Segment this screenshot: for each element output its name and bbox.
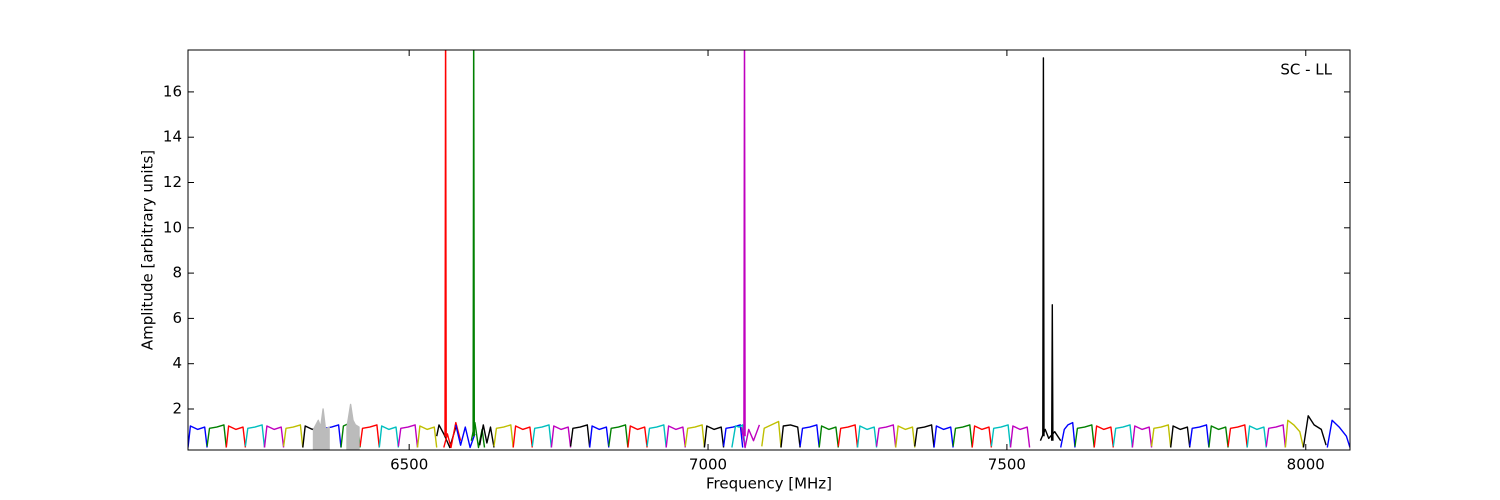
y-tick-label: 14 — [163, 128, 182, 146]
line — [550, 425, 572, 448]
line — [1060, 421, 1076, 448]
line — [263, 425, 285, 448]
line — [206, 424, 227, 448]
line — [397, 424, 419, 448]
line — [761, 420, 782, 448]
area — [312, 408, 330, 450]
line — [1112, 424, 1134, 448]
line — [1189, 424, 1210, 448]
line — [1302, 415, 1327, 448]
x-tick-label: 6500 — [390, 456, 428, 474]
line — [359, 424, 380, 448]
line — [1009, 425, 1031, 448]
line — [479, 424, 495, 448]
line — [493, 424, 514, 448]
line — [444, 50, 447, 437]
line — [1051, 304, 1054, 441]
line — [1093, 425, 1114, 448]
y-tick-label: 4 — [172, 354, 182, 372]
y-tick-label: 16 — [163, 82, 182, 100]
line — [1131, 425, 1153, 448]
line — [703, 425, 725, 448]
x-tick-label: 7000 — [689, 456, 727, 474]
frame — [187, 49, 1351, 451]
x-tick-label: 8000 — [1287, 456, 1325, 474]
area — [346, 403, 360, 450]
line — [952, 424, 973, 448]
y-tick-label: 12 — [163, 173, 182, 191]
x-tick-label: 7500 — [988, 456, 1026, 474]
y-tick-label: 10 — [163, 218, 182, 236]
line — [933, 425, 954, 448]
line — [684, 424, 706, 448]
line — [1042, 57, 1045, 437]
line — [1326, 419, 1350, 448]
line — [780, 424, 801, 448]
y-tick-label: 8 — [172, 264, 182, 282]
line — [743, 50, 746, 437]
line — [569, 424, 591, 448]
line — [895, 425, 916, 448]
line — [971, 425, 993, 448]
line — [875, 424, 897, 448]
line — [1208, 425, 1229, 448]
line — [512, 425, 533, 448]
line — [646, 424, 667, 448]
line — [1284, 419, 1305, 448]
line — [378, 425, 400, 448]
line — [627, 425, 648, 448]
annotation: SC - LL — [1280, 61, 1332, 79]
line — [1265, 424, 1287, 448]
line — [225, 425, 247, 448]
line — [722, 424, 744, 448]
y-tick-label: 2 — [172, 400, 182, 418]
line — [837, 424, 859, 448]
line — [990, 424, 1012, 448]
y-axis-label: Amplitude [arbitrary units] — [139, 150, 157, 350]
line — [531, 424, 553, 448]
line — [455, 424, 476, 449]
line — [282, 424, 304, 448]
line — [589, 425, 610, 448]
line — [856, 425, 878, 448]
line — [799, 424, 820, 448]
line — [665, 425, 686, 448]
plot-area — [188, 50, 1350, 450]
line — [1170, 425, 1191, 448]
line — [1246, 425, 1267, 448]
x-axis-label: Frequency [MHz] — [706, 475, 832, 493]
line — [416, 425, 438, 448]
line — [608, 424, 629, 448]
line — [740, 424, 761, 449]
line — [1150, 424, 1172, 448]
line — [472, 50, 475, 437]
line — [244, 424, 266, 448]
line — [1227, 424, 1248, 448]
line — [818, 425, 839, 448]
line — [1074, 424, 1095, 448]
y-tick-label: 6 — [172, 309, 182, 327]
line — [188, 425, 208, 448]
line — [914, 424, 935, 448]
